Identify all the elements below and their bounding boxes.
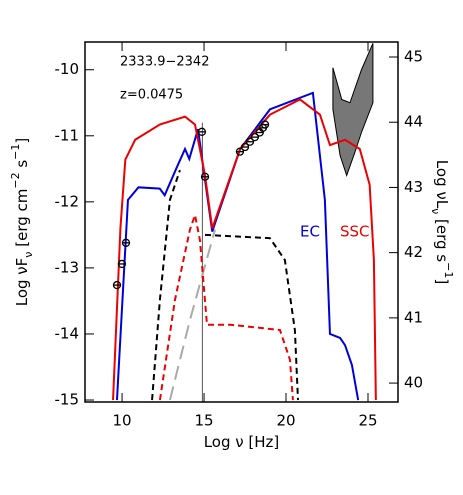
y2-tick-label: 42 [404,243,423,261]
label-part: Log νF [13,258,31,307]
plot [112,43,377,402]
label-part: −1 [9,144,22,160]
x-tick-label: 15 [194,412,213,430]
band [332,43,374,177]
ylabel: Log νFν [erg cm−2 s−1] [9,138,35,307]
annotation: 2333.9−2342 [120,55,209,70]
y2-tick-label: 45 [404,48,423,66]
xlabel: Log ν [Hz] [204,433,280,451]
annotation: z=0.0475 [120,88,183,103]
data-point [121,238,131,247]
label-part: Log ν [Hz] [204,433,280,451]
y-tick-label: -11 [55,126,80,144]
label-part: −1 [443,262,456,278]
curve-label: EC [300,223,320,241]
label-part: ] [13,138,31,144]
label-part: ] [434,278,452,284]
y-tick-label: -15 [55,391,80,409]
frame [84,41,399,403]
label-part: −2 [9,172,22,188]
data-point [235,147,245,156]
data-point [245,137,255,146]
label-part: [erg cm [13,189,31,252]
label-part: Log νL [434,160,452,209]
x-tick-label: 25 [358,412,377,430]
data-point [112,280,122,290]
curve [168,229,216,401]
label-part: ν [22,252,35,258]
y2-tick-label: 40 [404,374,423,392]
data-point [197,127,207,136]
data-point [240,142,250,152]
data-point [117,259,127,269]
y-tick-label: -10 [55,60,80,78]
y2-tick-label: 41 [404,308,423,326]
label-part: ν [430,208,443,214]
x-tick-label: 20 [276,412,295,430]
curve [112,98,377,401]
curve [151,169,299,401]
data-point [200,172,210,181]
label-part: s [13,160,31,173]
data-point [250,132,260,142]
y-tick-label: -12 [55,192,80,210]
y2-tick-label: 44 [404,113,423,131]
x-tick-label: 10 [113,412,132,430]
y2label: Log νLν [erg s−1] [430,160,456,284]
data-point [260,120,270,129]
y2-tick-label: 43 [404,178,423,196]
curve [115,91,360,401]
y-tick-label: -14 [55,324,80,342]
curve-label: SSC [340,223,370,241]
y-tick-label: -13 [55,258,80,276]
label-part: [erg s [434,214,452,262]
